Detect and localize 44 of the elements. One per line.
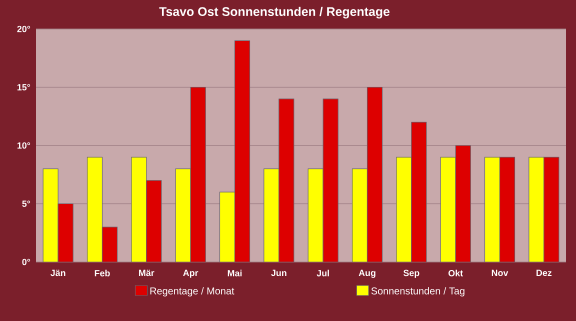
bar xyxy=(219,192,236,262)
x-tick-label: Jul xyxy=(316,270,329,276)
legend-label: Regentage / Monat xyxy=(150,287,234,296)
chart-title: Tsavo Ost Sonnenstunden / Regentage xyxy=(159,6,390,19)
bar xyxy=(102,226,118,262)
x-tick-label: Jän xyxy=(50,270,66,276)
bar xyxy=(500,157,515,262)
x-tick-label: Dez xyxy=(536,270,552,276)
x-tick-label: Aug xyxy=(358,270,376,278)
x-tick-label: Apr xyxy=(183,270,198,278)
bar xyxy=(146,180,162,262)
bar xyxy=(366,86,383,262)
x-tick-label: Okt xyxy=(448,270,463,276)
y-tick-label: 10° xyxy=(17,142,30,149)
x-tick-label: Feb xyxy=(94,270,110,276)
bar xyxy=(484,157,500,262)
bar xyxy=(278,98,294,262)
x-tick-label: Sep xyxy=(403,270,420,278)
legend-label: Sonnenstunden / Tag xyxy=(371,287,464,296)
bar xyxy=(264,168,280,262)
y-tick-label: 20° xyxy=(17,26,30,32)
y-tick-label: 15° xyxy=(17,84,30,90)
bar xyxy=(396,156,412,262)
y-tick-label: 0° xyxy=(22,258,30,266)
bar xyxy=(131,156,147,262)
bar xyxy=(234,40,250,262)
bar xyxy=(175,168,191,262)
x-tick-label: Mai xyxy=(228,270,242,276)
bar xyxy=(42,168,58,262)
bar xyxy=(455,145,471,262)
y-tick-label: 5° xyxy=(22,200,30,207)
bar xyxy=(411,122,427,262)
bar xyxy=(352,168,368,262)
x-tick-label: Jun xyxy=(271,270,286,276)
x-tick-label: Mär xyxy=(139,270,154,276)
bar xyxy=(440,156,456,262)
bar xyxy=(308,168,324,262)
x-tick-label: Nov xyxy=(492,270,508,276)
bar xyxy=(58,203,74,262)
bar xyxy=(190,86,206,262)
bar xyxy=(322,98,338,262)
bar xyxy=(86,156,103,262)
bar xyxy=(544,156,560,262)
bar xyxy=(528,156,544,262)
